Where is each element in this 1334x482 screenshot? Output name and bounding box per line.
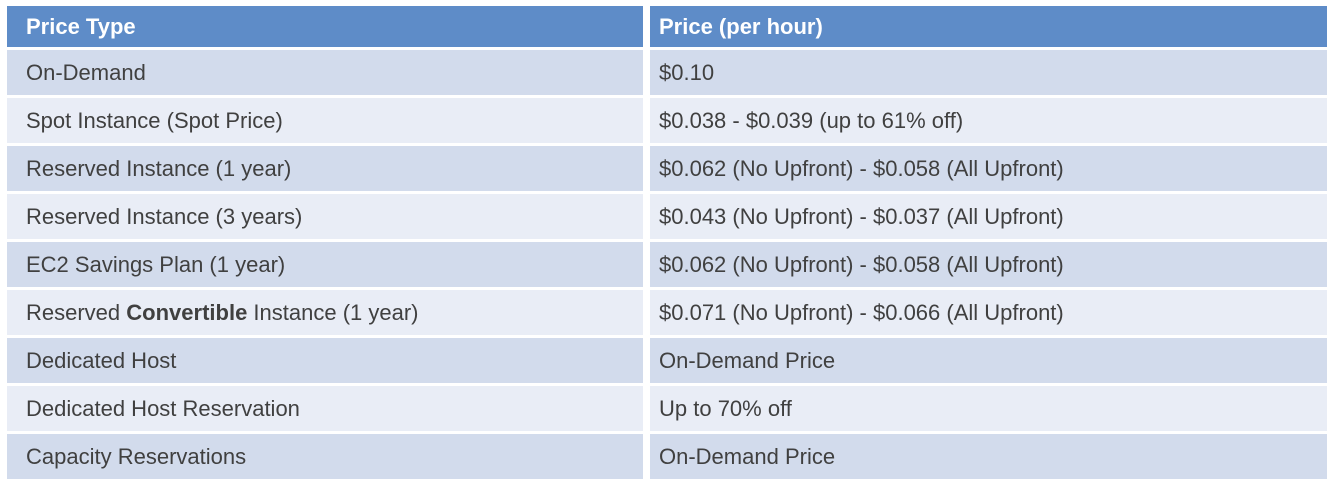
price-type-cell: Reserved Instance (3 years) — [7, 194, 643, 239]
price-value-cell: $0.071 (No Upfront) - $0.066 (All Upfron… — [650, 290, 1327, 335]
table-header-row: Price Type Price (per hour) — [7, 6, 1327, 47]
bold-segment: Convertible — [126, 299, 248, 325]
table-row: Spot Instance (Spot Price) $0.038 - $0.03… — [7, 98, 1327, 143]
price-type-cell: Dedicated Host Reservation — [7, 386, 643, 431]
price-value-cell: On-Demand Price — [650, 434, 1327, 479]
price-type-cell: Dedicated Host — [7, 338, 643, 383]
table-row: EC2 Savings Plan (1 year) $0.062 (No Upfr… — [7, 242, 1327, 287]
table-row: Dedicated Host On-Demand Price — [7, 338, 1327, 383]
table-body: On-Demand $0.10 Spot Instance (Spot Price)… — [7, 50, 1327, 479]
price-type-cell: Spot Instance (Spot Price) — [7, 98, 643, 143]
price-type-cell: Reserved Instance (1 year) — [7, 146, 643, 191]
price-type-cell: On-Demand — [7, 50, 643, 95]
table-row: Capacity Reservations On-Demand Price — [7, 434, 1327, 479]
table-row: Reserved Instance (1 year) $0.062 (No Upf… — [7, 146, 1327, 191]
table-row: Reserved Instance (3 years) $0.043 (No Up… — [7, 194, 1327, 239]
price-value-cell: $0.10 — [650, 50, 1327, 95]
price-value-cell: Up to 70% off — [650, 386, 1327, 431]
column-header-price-type: Price Type — [7, 6, 643, 47]
price-value-cell: $0.062 (No Upfront) - $0.058 (All Upfron… — [650, 242, 1327, 287]
column-header-price-per-hour: Price (per hour) — [650, 6, 1327, 47]
table-row: Dedicated Host Reservation Up to 70% off — [7, 386, 1327, 431]
price-value-cell: On-Demand Price — [650, 338, 1327, 383]
price-value-cell: $0.038 - $0.039 (up to 61% off) — [650, 98, 1327, 143]
price-type-cell: Capacity Reservations — [7, 434, 643, 479]
table-row: Reserved Convertible Instance (1 year) $0… — [7, 290, 1327, 335]
price-type-cell: Reserved Convertible Instance (1 year) — [7, 290, 643, 335]
price-value-cell: $0.043 (No Upfront) - $0.037 (All Upfron… — [650, 194, 1327, 239]
price-type-cell: EC2 Savings Plan (1 year) — [7, 242, 643, 287]
table-row: On-Demand $0.10 — [7, 50, 1327, 95]
pricing-table: Price Type Price (per hour) On-Demand $0.… — [0, 3, 1334, 482]
price-value-cell: $0.062 (No Upfront) - $0.058 (All Upfron… — [650, 146, 1327, 191]
